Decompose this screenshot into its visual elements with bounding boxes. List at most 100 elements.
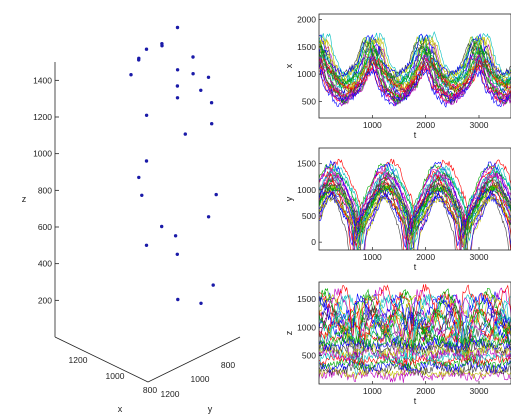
scatter-point — [160, 224, 164, 229]
scatter-point — [144, 243, 149, 247]
x-tick-label: 1000 — [363, 120, 382, 130]
y-axis-line — [147, 336, 241, 383]
scatter-point — [206, 215, 211, 219]
y-tick-label: 1500 — [297, 294, 316, 304]
y-tick-label: 1000 — [297, 322, 316, 332]
scatter-point — [137, 175, 141, 180]
scatter-point — [211, 283, 215, 287]
x-axis-label: t — [414, 130, 417, 140]
x-tick-label: 1000 — [363, 386, 382, 396]
x-axis-label: t — [414, 396, 417, 406]
series-line — [319, 349, 511, 364]
series-line — [319, 311, 511, 376]
scatter-point — [144, 47, 149, 51]
y-axis-label: y — [284, 196, 294, 201]
scatter-point — [175, 252, 179, 256]
x-axis-label: t — [414, 262, 417, 272]
y-tick-label: 500 — [302, 351, 316, 361]
scatter-point — [199, 301, 203, 305]
scatter-point — [209, 101, 214, 105]
series-line — [319, 57, 511, 91]
plot-frame — [318, 281, 511, 385]
z-tick-label: 1400 — [33, 75, 52, 85]
y-tick-label: 500 — [302, 97, 316, 107]
series-line — [319, 294, 511, 348]
y-axis-label: y — [208, 404, 213, 414]
y-axis-label: x — [284, 63, 294, 68]
series-group — [319, 284, 511, 383]
y-tick-label: 1200 — [161, 389, 180, 399]
x-tick-label: 1000 — [363, 252, 382, 262]
z-tick-label: 800 — [38, 185, 52, 195]
series-line — [319, 185, 511, 250]
series-line — [319, 184, 511, 236]
x-tick-label: 3000 — [470, 386, 489, 396]
series-line — [319, 180, 511, 231]
plot-frame — [318, 13, 511, 119]
z-tick-label: 400 — [38, 259, 52, 269]
scatter-point — [210, 122, 214, 126]
y-tick-label: 1000 — [297, 69, 316, 79]
series-line — [319, 343, 511, 358]
y-tick-label: 0 — [311, 237, 316, 247]
z-tick-label: 600 — [38, 222, 52, 232]
x-tick-label: 2000 — [416, 120, 435, 130]
timeseries-chart-z: 1000 2000 3000 500 1000 1500 t z — [284, 281, 511, 406]
scatter-point — [206, 75, 211, 80]
scatter-point — [199, 88, 203, 93]
series-group — [319, 31, 511, 108]
z-axis-label: z — [22, 194, 27, 204]
timeseries-chart-y: 1000 2000 3000 0 500 1000 1500 t y — [284, 147, 511, 272]
y-tick-label: 800 — [221, 360, 235, 370]
series-line — [319, 291, 511, 361]
y-tick-label: 1000 — [191, 374, 210, 384]
x-tick-label: 3000 — [470, 120, 489, 130]
scatter-point — [144, 159, 149, 163]
series-line — [319, 159, 511, 240]
scatter-point — [214, 192, 218, 197]
x-axis-label: x — [118, 404, 123, 414]
scatter-point — [175, 96, 180, 100]
series-line — [319, 339, 511, 355]
series-line — [319, 166, 511, 250]
scatter-point — [140, 193, 144, 197]
series-line — [319, 53, 511, 107]
x-tick-label: 2000 — [416, 386, 435, 396]
series-line — [319, 68, 511, 104]
y-tick-label: 2000 — [297, 14, 316, 24]
series-line — [319, 334, 511, 349]
y-tick-label: 1500 — [297, 42, 316, 52]
scatter-point — [144, 113, 149, 118]
scatter-3d-chart: 200 400 600 800 1000 1200 1400 z 1200 1000 800 x 120… — [22, 25, 241, 414]
series-line — [319, 293, 511, 355]
y-axis-label: z — [284, 330, 294, 335]
scatter-point — [176, 297, 180, 302]
scatter-point — [191, 55, 195, 59]
z-tick-label: 1200 — [33, 112, 52, 122]
x-tick-label: 2000 — [416, 252, 435, 262]
scatter-point — [183, 132, 187, 136]
scatter-point — [175, 68, 180, 72]
series-line — [319, 184, 511, 250]
series-line — [319, 36, 511, 93]
scatter-point — [160, 42, 164, 46]
z-tick-label: 200 — [38, 295, 52, 305]
series-line — [319, 303, 511, 360]
series-line — [319, 353, 511, 367]
scatter-point — [129, 73, 133, 77]
series-line — [319, 284, 511, 364]
scatter-point — [191, 72, 195, 76]
z-tick-label: 1000 — [33, 149, 52, 159]
y-tick-label: 500 — [302, 211, 316, 221]
scatter-point — [173, 234, 178, 238]
x-tick-label: 1200 — [69, 355, 88, 365]
series-line — [319, 168, 511, 220]
x-tick-label: 1000 — [106, 371, 125, 381]
series-group — [319, 158, 511, 250]
x-axis-line — [54, 336, 149, 383]
y-tick-label: 1500 — [297, 159, 316, 169]
series-line — [319, 292, 511, 353]
scatter-point — [175, 84, 180, 88]
